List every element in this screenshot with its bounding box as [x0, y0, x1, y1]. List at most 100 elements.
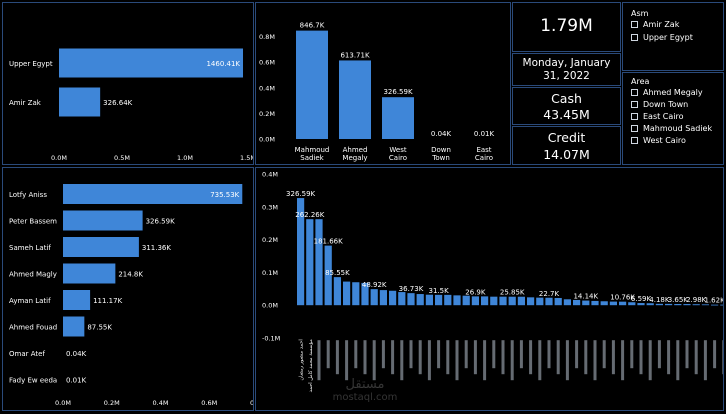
data-label: 326.64K [103, 99, 132, 107]
category-label: Mahmoud [295, 146, 330, 154]
checkbox[interactable] [631, 137, 638, 144]
data-label: 214.8K [118, 271, 143, 279]
category-label-placeholder [326, 340, 330, 369]
checkbox[interactable] [631, 34, 638, 41]
category-label-placeholder [455, 340, 459, 381]
asm-slicer: Asm Amir Zak Upper Egypt [622, 2, 724, 71]
category-label-placeholder [418, 340, 422, 375]
bar [370, 289, 378, 306]
y-tick-label: 0.4M [262, 171, 278, 179]
region-sales-panel: 0.0M 0.5M 1.0M 1.5M Upper Egypt 1460.41K Amir … [2, 2, 256, 165]
category-label-placeholder [621, 340, 625, 381]
data-label: 2.98K [686, 296, 707, 304]
area-option-down-town[interactable]: Down Town [631, 99, 688, 110]
y-tick-label: -0.1M [262, 335, 280, 343]
checkbox[interactable] [631, 89, 638, 96]
credit-label: Credit [547, 130, 586, 145]
bar [63, 237, 139, 257]
bar [517, 296, 525, 306]
category-label-placeholder [409, 340, 413, 369]
data-label: 14.14K [573, 293, 598, 301]
bar [600, 301, 608, 306]
checkbox[interactable] [631, 21, 638, 28]
bar [655, 303, 663, 306]
bar [315, 219, 323, 306]
category-label-placeholder [538, 340, 542, 381]
data-label: 85.55K [325, 269, 350, 277]
x-tick-label: 1.0M [177, 154, 193, 162]
credit-card: Credit 14.07M [512, 126, 621, 165]
bar [646, 303, 654, 306]
category-label-placeholder [657, 340, 661, 369]
bar [619, 301, 627, 306]
data-label: 87.55K [87, 324, 112, 332]
category-label-placeholder [372, 340, 376, 381]
bar [720, 304, 726, 306]
y-tick-label: 0.6M [259, 59, 275, 67]
checkbox[interactable] [631, 125, 638, 132]
cash-card: Cash 43.45M [512, 87, 621, 125]
data-label: 735.53K [210, 191, 239, 199]
bar [591, 300, 599, 306]
checkbox[interactable] [631, 101, 638, 108]
date-card: Monday, January 31, 2022 [512, 53, 621, 86]
bar [407, 293, 415, 306]
x-tick-label: 0.5M [114, 154, 130, 162]
bar [665, 303, 673, 306]
data-label: 25.85K [500, 289, 525, 297]
area-slicer: Area Ahmed Megaly Down Town East Cairo M… [622, 72, 724, 165]
category-label: Ahmed [343, 146, 368, 154]
bar [339, 60, 371, 139]
data-label: 22.7K [539, 290, 560, 298]
bar [389, 290, 397, 306]
category-label: Ahmed Fouad [9, 324, 57, 332]
category-label: Town [431, 154, 450, 162]
bar [297, 198, 305, 306]
category-label-placeholder [676, 340, 680, 381]
category-label-placeholder [529, 340, 533, 375]
data-label: 846.7K [300, 22, 325, 30]
bar [361, 282, 369, 306]
bar [324, 245, 332, 306]
bar [63, 184, 243, 204]
bar [462, 295, 470, 306]
category-label-placeholder [427, 340, 431, 381]
category-label-placeholder [519, 340, 523, 369]
bar [554, 297, 562, 306]
area-option-east-cairo[interactable]: East Cairo [631, 111, 684, 122]
data-label: 181.66K [314, 238, 343, 246]
category-label: مؤسسة محمد كامل احمد [308, 339, 314, 392]
category-label-placeholder [437, 340, 441, 369]
category-label: Ayman Latif [9, 297, 51, 305]
asm-option-upper-egypt[interactable]: Upper Egypt [631, 32, 693, 43]
data-label: 1.62K [705, 297, 723, 305]
category-label-placeholder [345, 340, 349, 381]
area-option-ahmed-megaly[interactable]: Ahmed Megaly [631, 87, 703, 98]
bar [701, 304, 709, 306]
data-label: 311.36K [142, 244, 171, 252]
category-label: Down [431, 146, 451, 154]
category-label: Cairo [475, 154, 493, 162]
asm-option-amir-zak[interactable]: Amir Zak [631, 19, 679, 30]
y-tick-label: 0.4M [259, 84, 275, 92]
bar [628, 302, 636, 306]
area-option-mahmoud-sadiek[interactable]: Mahmoud Sadiek [631, 123, 712, 134]
data-label: 326.59K [146, 218, 175, 226]
total-sales-value: 1.79M [540, 16, 593, 36]
data-label: 10.76K [610, 294, 635, 302]
bar [674, 304, 682, 306]
watermark-url: mostaql.com [332, 392, 398, 403]
bar [444, 294, 452, 306]
bar [536, 297, 544, 306]
area-option-west-cairo[interactable]: West Cairo [631, 135, 686, 146]
x-tick-label: 0.6M [201, 399, 217, 407]
category-label-placeholder [584, 340, 588, 375]
data-label: 0.01K [474, 130, 495, 138]
bar [63, 316, 85, 337]
category-label-placeholder [639, 340, 643, 375]
checkbox[interactable] [631, 113, 638, 120]
sales-rep-chart: 0.0M 0.2M 0.4M 0.6M 0.8M Lotfy Aniss 735.53K Pe… [9, 184, 266, 407]
data-label: 0.04K [431, 130, 452, 138]
total-sales-card: 1.79M [512, 2, 621, 52]
